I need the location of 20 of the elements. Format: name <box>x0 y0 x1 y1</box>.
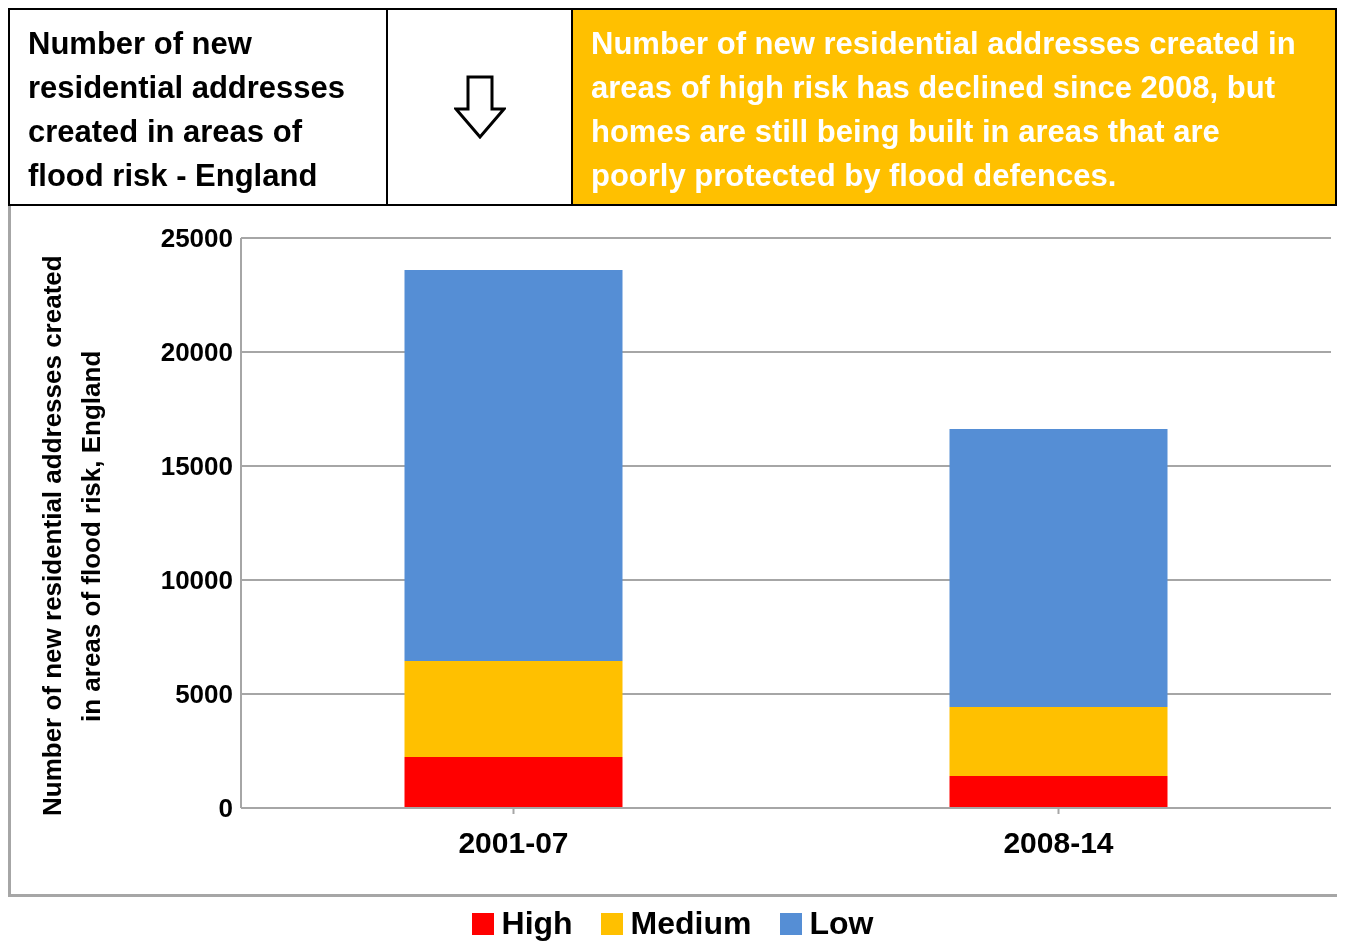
y-tick-label: 25000 <box>160 223 233 254</box>
bar <box>949 429 1168 707</box>
bar <box>404 756 623 808</box>
y-tick-label: 10000 <box>160 565 233 596</box>
y-tick-label: 5000 <box>175 679 233 710</box>
y-tick-label: 0 <box>218 793 233 824</box>
x-tick-label: 2008-14 <box>1003 826 1114 860</box>
bar <box>949 707 1168 777</box>
bar <box>404 269 623 661</box>
chart-subtitle: Number of new residential addresses created in areas of high risk has declined since 2008, but homes are still being built in areas that are poorly protected by flood defences. <box>573 10 1335 204</box>
legend-label: High <box>501 905 573 942</box>
y-tick-label: 15000 <box>160 451 233 482</box>
x-tick-label: 2001-07 <box>458 826 569 860</box>
y-axis-title: Number of new residential addresses created in areas of flood risk, England <box>36 254 107 819</box>
legend-label: Low <box>809 905 874 942</box>
bar <box>404 660 623 757</box>
chart-title: Number of new residential addresses created in areas of flood risk - England <box>10 10 388 204</box>
legend-label: Medium <box>630 905 752 942</box>
y-tick-label: 20000 <box>160 337 233 368</box>
bar <box>949 776 1168 808</box>
